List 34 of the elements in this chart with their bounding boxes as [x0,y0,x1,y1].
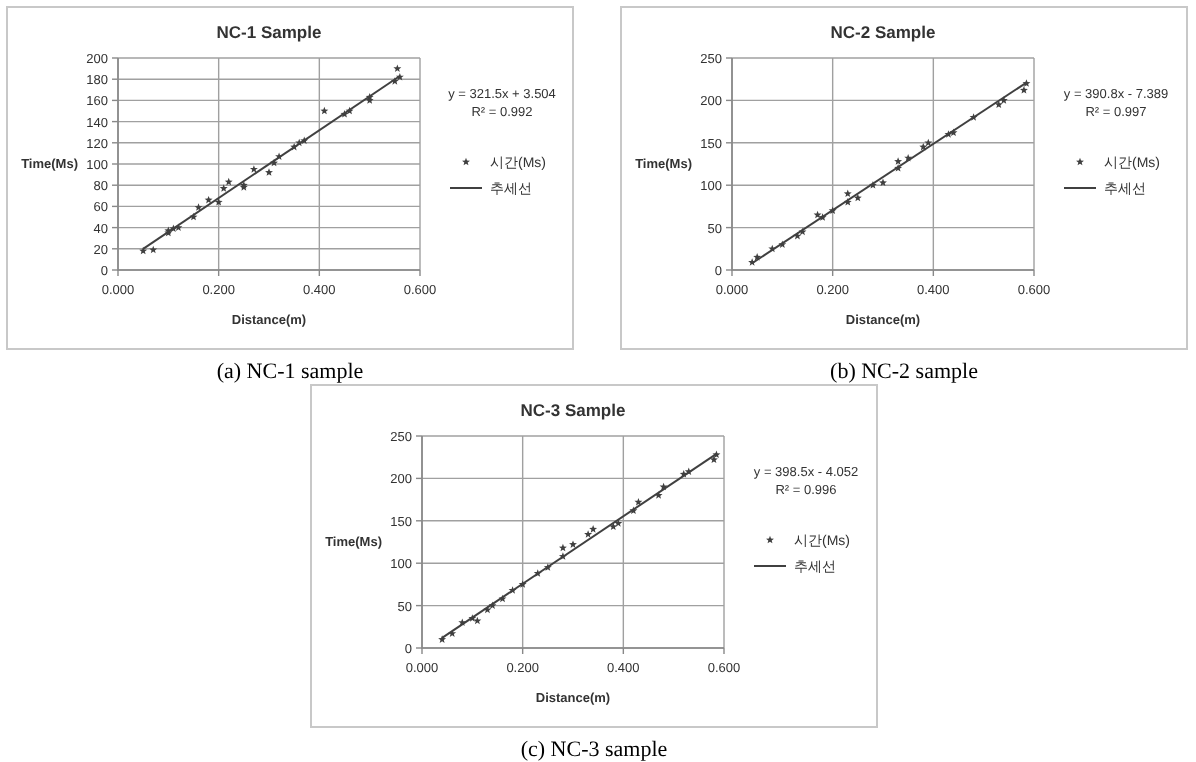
point [473,616,482,625]
point [609,522,618,531]
point [924,138,933,147]
point [894,157,903,165]
text: (b) NC-2 sample [830,360,979,384]
point [393,64,402,72]
point [589,525,598,533]
text: (c) NC-3 sample [520,738,668,762]
point [853,193,862,202]
point [224,177,233,186]
point [843,189,852,198]
point [149,245,158,254]
point [194,203,203,211]
point [558,543,567,552]
point [813,210,822,219]
point [614,519,623,527]
chart-title: NC-2 Sample [830,22,936,42]
point [320,106,329,115]
point [214,198,223,206]
point [634,497,643,506]
chart-title: NC-3 Sample [520,400,626,420]
chart-title: NC-1 Sample [216,22,322,42]
point [438,635,447,643]
point [994,100,1003,108]
point [219,184,228,192]
point [569,540,577,548]
point [709,455,718,464]
point [1022,79,1031,87]
text: (a) NC-1 sample [216,360,364,384]
point [879,178,887,187]
point [265,168,273,176]
point [584,530,593,538]
point [249,165,258,173]
point [1019,86,1028,94]
